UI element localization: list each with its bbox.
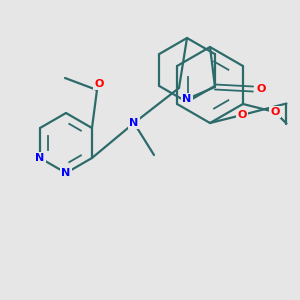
- Text: N: N: [182, 94, 192, 104]
- Text: N: N: [35, 153, 45, 163]
- Text: O: O: [270, 107, 280, 117]
- Text: O: O: [256, 84, 266, 94]
- Text: O: O: [237, 110, 247, 120]
- Text: N: N: [129, 118, 139, 128]
- Text: N: N: [61, 168, 70, 178]
- Text: O: O: [94, 79, 104, 89]
